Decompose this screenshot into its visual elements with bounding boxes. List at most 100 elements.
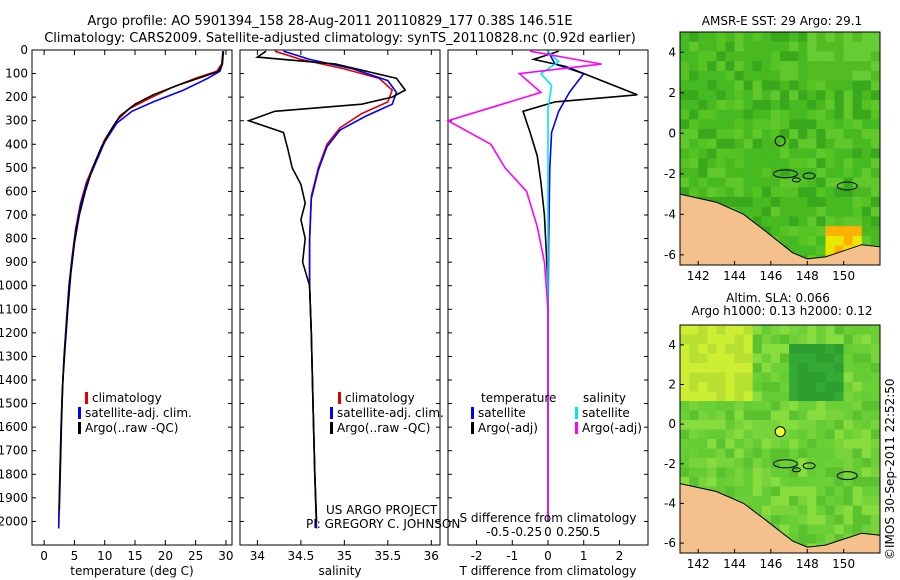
depth-axis: 0 100 200 300 400 500 600 700 800 900 1000 1100 1200…	[0, 43, 28, 528]
map-cell	[825, 119, 836, 130]
map-cell	[689, 187, 699, 198]
map-cell	[816, 401, 826, 411]
series-line-climatology	[57, 51, 224, 522]
map-cell	[761, 363, 772, 373]
map-cell	[698, 410, 708, 421]
map-cell	[743, 187, 754, 198]
map-cell	[843, 90, 854, 101]
map-cell	[707, 391, 717, 402]
map-cell	[870, 129, 881, 140]
map-cell	[761, 401, 772, 411]
map-cell	[798, 90, 808, 101]
y-tick-label: 700	[5, 208, 28, 222]
map-cell	[789, 148, 799, 159]
map-cell	[816, 158, 826, 169]
map-cell	[807, 32, 817, 43]
map-cell	[852, 429, 863, 440]
temperature-panel: 0 5 10 15 20 25 30 temperature (deg C)	[31, 49, 234, 578]
map-cell	[770, 32, 781, 43]
plot-frame	[239, 49, 441, 546]
map-cell	[752, 61, 763, 72]
map-cell	[861, 41, 872, 52]
map-cell	[852, 363, 863, 373]
island	[836, 471, 858, 481]
map-cell	[725, 138, 736, 149]
map-cell	[707, 410, 717, 421]
map-cell	[816, 90, 826, 101]
map-cell	[707, 177, 717, 188]
map-cell	[689, 61, 699, 72]
map-cell	[770, 505, 781, 516]
map-cell	[680, 138, 690, 149]
map-cell	[789, 448, 799, 459]
map-cell	[716, 429, 726, 440]
map-cell	[752, 177, 763, 188]
map-cell	[780, 119, 790, 130]
map-cell	[752, 486, 763, 497]
x-tick-label-top: -0.25	[511, 525, 542, 539]
map-cell	[743, 429, 754, 440]
map-cell	[825, 90, 836, 101]
map-cell	[689, 32, 699, 43]
map-cell	[825, 334, 836, 345]
map-cell	[852, 458, 863, 468]
map-cell	[843, 505, 854, 516]
map-cell	[770, 70, 781, 81]
map-cell	[834, 51, 845, 62]
map-cell	[870, 158, 881, 169]
map-cell	[725, 32, 736, 43]
map-cell	[852, 206, 863, 217]
map-cell	[834, 534, 845, 544]
map-cell	[825, 486, 836, 497]
x-tick-label: 30	[218, 549, 233, 563]
map-cell	[816, 496, 826, 506]
map-cell	[852, 496, 863, 506]
map-cell	[725, 486, 736, 497]
x-tick-label-top: -0.5	[486, 525, 509, 539]
map-cell	[752, 197, 763, 208]
map-cell	[834, 129, 845, 140]
map-cell	[780, 216, 790, 227]
map-cell	[780, 158, 790, 169]
map-cell	[861, 119, 872, 130]
map-cell	[825, 129, 836, 140]
map-cell	[852, 32, 863, 43]
map-cell	[734, 401, 745, 411]
map-cell	[807, 391, 817, 402]
map-cell	[843, 448, 854, 459]
map-cell	[716, 448, 726, 459]
map-cell	[852, 100, 863, 111]
map-cell	[807, 197, 817, 208]
legend-heading-salinity: salinity	[583, 391, 626, 405]
map-cell	[825, 138, 836, 149]
map-cell	[825, 70, 836, 81]
map-cell	[789, 41, 799, 52]
map-cell	[752, 439, 763, 449]
map-cell	[798, 363, 808, 373]
map-cell	[870, 458, 881, 468]
map-cell	[707, 448, 717, 459]
map-cell	[707, 158, 717, 169]
map-cell	[770, 391, 781, 402]
y-tick-label: 1200	[0, 326, 28, 340]
map-cell	[716, 119, 726, 130]
map-cell	[689, 80, 699, 91]
map-cell	[825, 372, 836, 383]
map-cell	[807, 467, 817, 478]
map-cell	[743, 119, 754, 130]
map-cell	[870, 496, 881, 506]
map-cell	[789, 226, 799, 237]
x-tick-label: 0	[40, 549, 48, 563]
map-cell	[807, 148, 817, 159]
map-cell	[716, 420, 726, 430]
salinity-legend: climatology satellite-adj. clim. Argo(..…	[330, 391, 444, 435]
map-cell	[743, 410, 754, 421]
map-cell	[752, 391, 763, 402]
map-cell	[743, 206, 754, 217]
x-tick-label: 144	[723, 557, 746, 571]
map-cell	[716, 100, 726, 111]
map-cell	[825, 245, 836, 256]
map-cell	[852, 325, 863, 335]
map-cell	[716, 334, 726, 345]
y-tick-label: -2	[664, 457, 676, 471]
